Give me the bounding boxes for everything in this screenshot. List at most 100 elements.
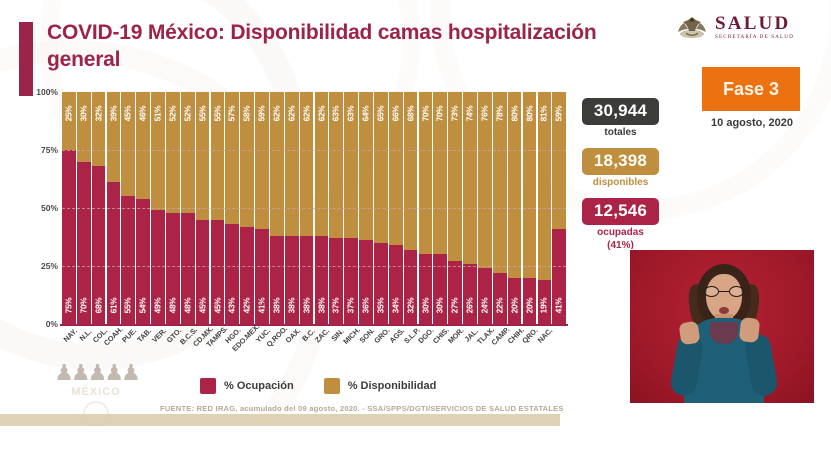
- bar-label-disponibilidad: 51%: [153, 105, 163, 122]
- bar-label-disponibilidad: 64%: [361, 105, 371, 122]
- chart-bar[interactable]: 62% 38%: [314, 92, 329, 324]
- bar-label-disponibilidad: 59%: [257, 105, 267, 122]
- chart-bar[interactable]: 62% 38%: [299, 92, 314, 324]
- x-axis-label: N.L.: [77, 326, 94, 343]
- chart-bar[interactable]: 25% 75%: [62, 92, 76, 324]
- chart-bar[interactable]: 68% 32%: [403, 92, 418, 324]
- x-axis-label-cell: ZAC.: [313, 326, 331, 370]
- chart-bar[interactable]: 59% 41%: [255, 92, 269, 324]
- stat-value: 18,398: [581, 148, 660, 175]
- chart-bar[interactable]: 64% 36%: [359, 92, 373, 324]
- chart-bar[interactable]: 78% 22%: [492, 92, 507, 324]
- interpreter-hand-right: [738, 317, 761, 343]
- stat-value: 30,944: [581, 98, 660, 125]
- legend-item[interactable]: % Ocupación: [200, 378, 294, 394]
- stat-caption: totales: [604, 127, 637, 138]
- chart-bar[interactable]: 51% 49%: [151, 92, 165, 324]
- bar-label-disponibilidad: 58%: [242, 105, 252, 122]
- interpreter-collar: [710, 322, 738, 344]
- bar-label-disponibilidad: 25%: [64, 105, 74, 122]
- chart-bar[interactable]: 45% 55%: [121, 92, 136, 324]
- bar-segment-disponibilidad: 62%: [299, 92, 314, 236]
- legend-label: % Disponibilidad: [347, 380, 437, 392]
- bar-segment-ocupacion: 54%: [136, 198, 150, 324]
- bar-label-disponibilidad: 70%: [420, 105, 430, 122]
- emblem-figures-icon: ♟♟♟♟♟: [54, 360, 141, 385]
- chart-bar[interactable]: 32% 68%: [91, 92, 106, 324]
- bar-label-disponibilidad: 66%: [391, 105, 401, 122]
- chart-bar[interactable]: 80% 20%: [507, 92, 522, 324]
- chart-bar[interactable]: 59% 41%: [552, 92, 567, 324]
- bar-segment-disponibilidad: 55%: [195, 92, 210, 220]
- chart-bar[interactable]: 58% 42%: [240, 92, 254, 324]
- bar-label-disponibilidad: 81%: [539, 105, 549, 122]
- salud-subtitle: SECRETARÍA DE SALUD: [715, 33, 794, 40]
- bar-label-disponibilidad: 63%: [346, 105, 356, 122]
- x-axis-line: [60, 324, 568, 326]
- chart-bar[interactable]: 62% 38%: [270, 92, 284, 324]
- bar-label-ocupacion: 68%: [94, 297, 104, 314]
- bar-segment-ocupacion: 55%: [121, 196, 136, 324]
- bar-label-disponibilidad: 52%: [183, 105, 193, 122]
- x-axis-label-cell: B.C.S.: [178, 325, 199, 370]
- chart-bar[interactable]: 70% 30%: [433, 92, 448, 324]
- x-axis-label-cell: TLAX.: [475, 325, 496, 370]
- x-axis-label-cell: B.C.: [300, 327, 316, 370]
- bar-segment-disponibilidad: 45%: [121, 92, 136, 197]
- x-axis-label-cell: MOR.: [446, 326, 466, 370]
- chart-bar[interactable]: 70% 30%: [418, 92, 433, 324]
- bar-segment-ocupacion: 48%: [166, 212, 180, 324]
- chart-bar[interactable]: 66% 34%: [388, 92, 403, 324]
- bar-segment-disponibilidad: 62%: [284, 92, 299, 236]
- chart-bar[interactable]: 62% 38%: [284, 92, 299, 324]
- chart-bar[interactable]: 63% 37%: [344, 92, 358, 324]
- bar-label-ocupacion: 41%: [257, 297, 267, 314]
- bar-label-ocupacion: 49%: [153, 297, 163, 314]
- chart-bar[interactable]: 73% 27%: [448, 92, 463, 324]
- chart-bar[interactable]: 74% 26%: [463, 92, 477, 324]
- bar-segment-ocupacion: 68%: [91, 166, 106, 324]
- chart-bar[interactable]: 57% 43%: [225, 92, 240, 324]
- legend-item[interactable]: % Disponibilidad: [323, 378, 437, 394]
- stat-group: 18,398 disponibles: [563, 148, 678, 188]
- chart-bar[interactable]: 39% 61%: [106, 92, 121, 324]
- bar-segment-ocupacion: 61%: [106, 182, 121, 324]
- bar-segment-ocupacion: 43%: [225, 224, 240, 324]
- chart-bar[interactable]: 30% 70%: [76, 92, 91, 324]
- sign-language-interpreter-video[interactable]: [629, 249, 815, 404]
- bar-label-ocupacion: 38%: [316, 297, 326, 314]
- chart-bar[interactable]: 63% 37%: [329, 92, 344, 324]
- bar-segment-ocupacion: 75%: [62, 150, 76, 324]
- bar-segment-disponibilidad: 76%: [478, 92, 492, 269]
- chart-bar[interactable]: 76% 24%: [478, 92, 492, 324]
- bar-segment-disponibilidad: 59%: [255, 92, 269, 229]
- y-axis-tick: 75%: [40, 145, 58, 155]
- bar-segment-disponibilidad: 81%: [537, 92, 552, 280]
- x-axis-label-cell: S.L.P.: [402, 326, 422, 370]
- bar-segment-ocupacion: 19%: [537, 279, 552, 324]
- bar-label-ocupacion: 34%: [391, 297, 401, 314]
- chart-plot-area: 25% 75% 30% 70% 32% 68% 39% 61% 45% 55% 46% 54% 51% 4…: [62, 92, 567, 324]
- bar-segment-disponibilidad: 66%: [388, 92, 403, 246]
- chart-bar[interactable]: 55% 45%: [210, 92, 225, 324]
- bar-segment-disponibilidad: 46%: [136, 92, 150, 199]
- bar-label-disponibilidad: 55%: [212, 105, 222, 122]
- bar-segment-disponibilidad: 64%: [359, 92, 373, 241]
- bar-label-ocupacion: 30%: [435, 297, 445, 314]
- chart-bar[interactable]: 81% 19%: [537, 92, 552, 324]
- salud-wordmark: SALUD: [715, 12, 791, 34]
- x-axis-label-cell: NAC.: [536, 326, 555, 370]
- bar-segment-ocupacion: 35%: [374, 242, 388, 324]
- chart-bar[interactable]: 46% 54%: [136, 92, 150, 324]
- bar-label-ocupacion: 20%: [524, 297, 534, 314]
- chart-bar[interactable]: 52% 48%: [166, 92, 180, 324]
- bar-segment-disponibilidad: 68%: [403, 92, 418, 250]
- bar-label-ocupacion: 20%: [510, 297, 520, 314]
- chart-bar[interactable]: 55% 45%: [195, 92, 210, 324]
- chart-bar[interactable]: 52% 48%: [180, 92, 195, 324]
- stat-caption-secondary: (41%): [607, 240, 634, 251]
- chart-bar[interactable]: 65% 35%: [374, 92, 388, 324]
- chart-bar[interactable]: 80% 20%: [522, 92, 537, 324]
- bar-label-ocupacion: 37%: [331, 297, 341, 314]
- chart-legend: % Ocupación % Disponibilidad: [200, 378, 436, 394]
